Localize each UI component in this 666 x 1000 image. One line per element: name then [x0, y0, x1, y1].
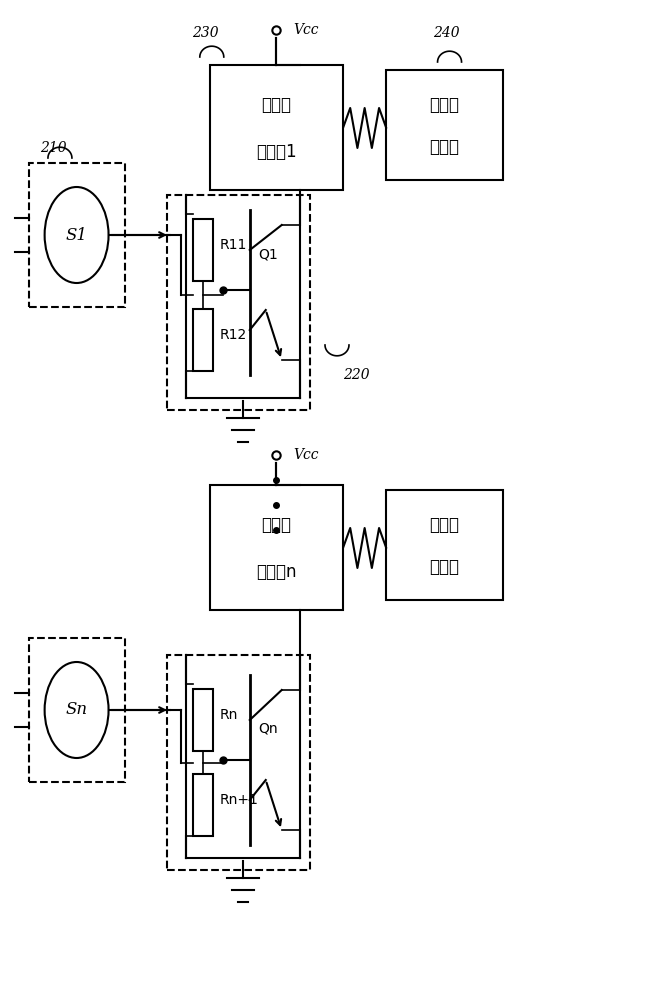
Bar: [210, 485, 343, 610]
Text: S1: S1: [65, 227, 88, 243]
Bar: [210, 65, 343, 190]
Bar: [193, 689, 213, 751]
Text: 移动接: 移动接: [430, 516, 460, 534]
Text: 收装置: 收装置: [430, 138, 460, 156]
Bar: [166, 655, 310, 870]
Bar: [193, 774, 213, 836]
Text: R12: R12: [220, 328, 247, 342]
Text: Rn+1: Rn+1: [220, 793, 258, 807]
Text: 射装置1: 射装置1: [256, 143, 296, 161]
Bar: [386, 70, 503, 180]
Text: 信号发: 信号发: [261, 96, 292, 114]
Bar: [386, 490, 503, 600]
Text: R11: R11: [220, 238, 247, 252]
Text: Vcc: Vcc: [293, 23, 318, 37]
Text: 移动接: 移动接: [430, 96, 460, 114]
Text: Rn: Rn: [220, 708, 238, 722]
Text: 240: 240: [433, 26, 460, 40]
Text: Sn: Sn: [65, 702, 88, 718]
Text: Vcc: Vcc: [293, 448, 318, 462]
Text: Qn: Qn: [258, 721, 278, 735]
Bar: [166, 195, 310, 410]
Text: 收装置: 收装置: [430, 558, 460, 576]
Text: 220: 220: [343, 368, 370, 382]
Text: 信号发: 信号发: [261, 516, 292, 534]
Bar: [193, 219, 213, 281]
Text: Q1: Q1: [258, 248, 278, 262]
Text: 210: 210: [40, 141, 67, 155]
Bar: [193, 309, 213, 371]
Text: 230: 230: [192, 26, 218, 40]
Text: 射装置n: 射装置n: [256, 564, 296, 582]
Bar: [29, 638, 125, 782]
Bar: [29, 163, 125, 307]
